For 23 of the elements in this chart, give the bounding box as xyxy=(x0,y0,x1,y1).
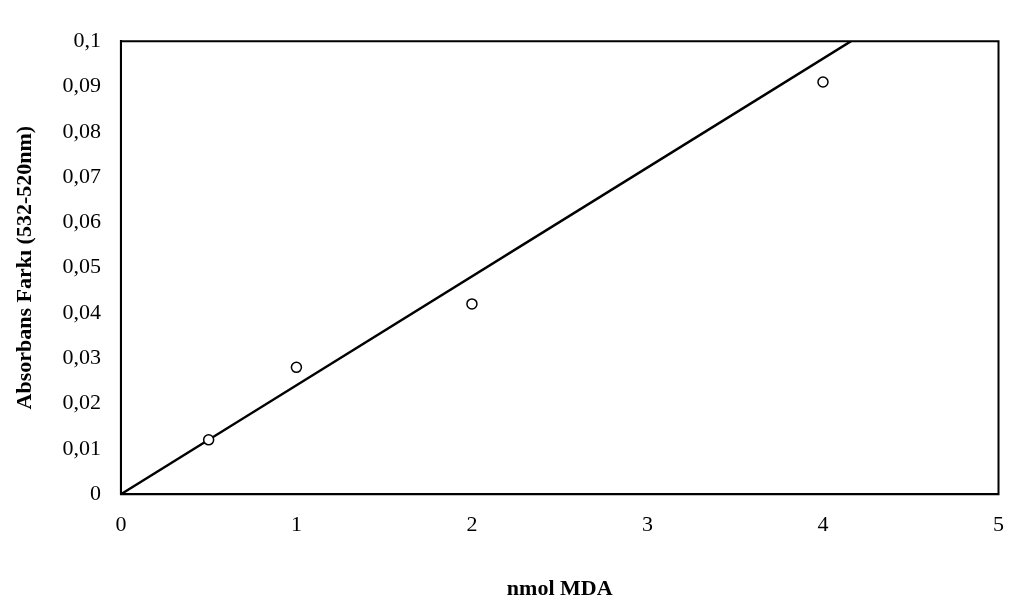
x-tick-label: 3 xyxy=(641,511,653,537)
x-tick-label: 1 xyxy=(290,511,302,537)
y-axis-title: Absorbans Farkı (532-520nm) xyxy=(10,125,36,410)
point xyxy=(290,361,303,374)
y-tick-label: 0 xyxy=(89,479,101,505)
y-tick-label: 0,09 xyxy=(62,72,101,98)
point xyxy=(466,298,478,310)
x-tick-label: 0 xyxy=(115,511,127,537)
y-tick-label: 0,06 xyxy=(62,208,101,234)
y-tick-label: 0,01 xyxy=(62,434,101,460)
y-tick-label: 0,03 xyxy=(62,344,101,370)
y-tick-label: 0,02 xyxy=(62,389,101,415)
y-tick-label: 0,07 xyxy=(62,162,101,188)
x-tick-label: 4 xyxy=(817,511,829,537)
x-tick-label: 5 xyxy=(993,511,1004,537)
y-tick-label: 0,05 xyxy=(62,253,101,279)
point xyxy=(202,434,215,446)
y-tick-label: 0,1 xyxy=(73,26,101,52)
y-tick-label: 0,04 xyxy=(62,298,101,324)
y-tick-label: 0,08 xyxy=(62,117,101,143)
x-tick-label: 2 xyxy=(466,511,478,537)
point xyxy=(817,76,829,88)
x-axis-title: nmol MDA xyxy=(506,575,613,601)
